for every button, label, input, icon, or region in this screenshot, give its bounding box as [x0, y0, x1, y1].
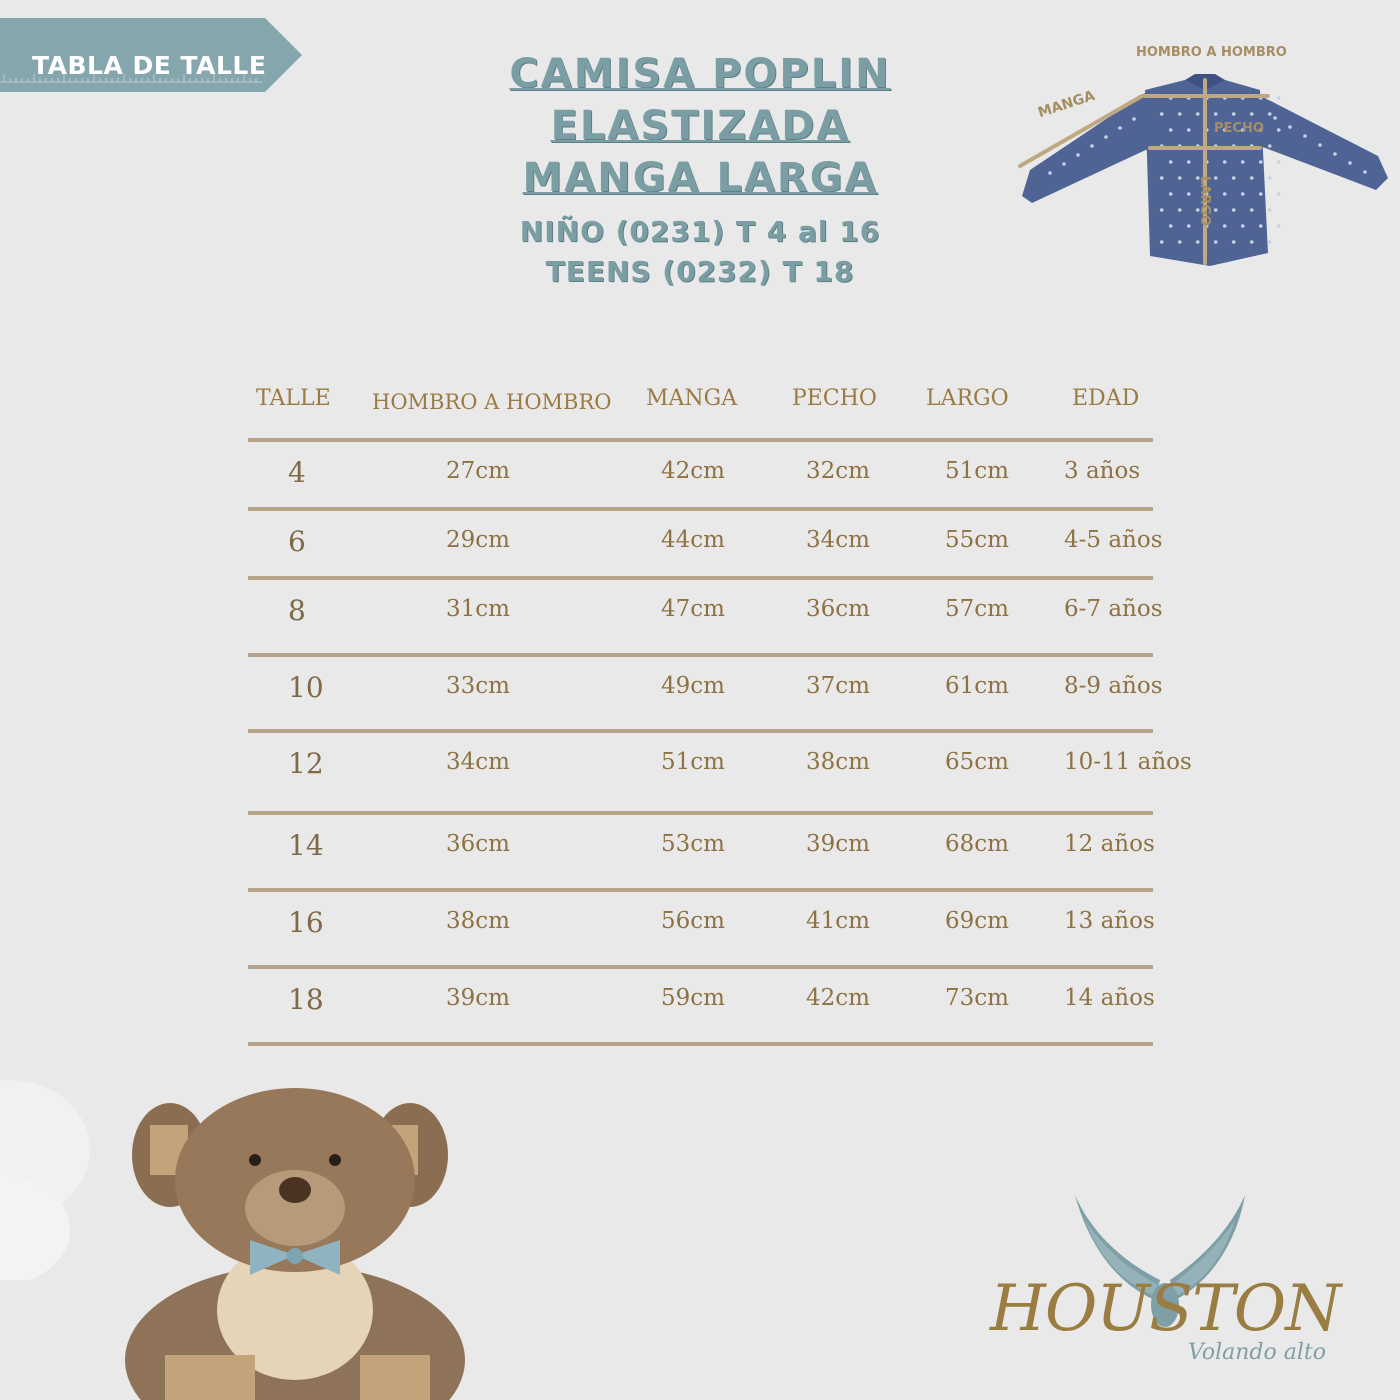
cell-edad: 4-5 años [1064, 527, 1163, 553]
cell-hombro: 31cm [446, 596, 510, 622]
cell-talle: 6 [288, 525, 306, 558]
col-header-talle: TALLE [256, 386, 331, 411]
cell-hombro: 33cm [446, 673, 510, 699]
col-header-pecho: PECHO [792, 386, 877, 411]
cell-manga: 53cm [661, 831, 725, 857]
table-divider [248, 438, 1153, 442]
cell-pecho: 37cm [806, 673, 870, 699]
cell-edad: 13 años [1064, 908, 1155, 934]
table-divider [248, 1042, 1153, 1046]
cell-pecho: 36cm [806, 596, 870, 622]
table-divider [248, 811, 1153, 815]
cell-manga: 56cm [661, 908, 725, 934]
cell-edad: 12 años [1064, 831, 1155, 857]
diagram-label-largo: LARGO [1197, 176, 1212, 227]
table-divider [248, 507, 1153, 511]
cell-hombro: 34cm [446, 749, 510, 775]
cell-pecho: 41cm [806, 908, 870, 934]
table-divider [248, 653, 1153, 657]
cell-hombro: 38cm [446, 908, 510, 934]
col-header-manga: MANGA [646, 386, 738, 411]
cell-largo: 57cm [945, 596, 1009, 622]
diagram-label-hombro: HOMBRO A HOMBRO [1136, 45, 1287, 60]
cell-hombro: 36cm [446, 831, 510, 857]
cell-hombro: 39cm [446, 985, 510, 1011]
cell-hombro: 27cm [446, 458, 510, 484]
cell-talle: 8 [288, 594, 306, 627]
title-line-2: ELASTIZADA [550, 103, 850, 149]
cell-pecho: 38cm [806, 749, 870, 775]
cell-edad: 8-9 años [1064, 673, 1163, 699]
col-header-hombro: HOMBRO A HOMBRO [372, 390, 612, 414]
table-divider [248, 888, 1153, 892]
cell-manga: 44cm [661, 527, 725, 553]
cell-manga: 59cm [661, 985, 725, 1011]
table-divider [248, 965, 1153, 969]
size-table-header: TALLE HOMBRO A HOMBRO MANGA PECHO LARGO … [0, 386, 1400, 426]
cell-talle: 12 [288, 747, 324, 780]
brand-tagline: Volando alto [1188, 1340, 1326, 1365]
cell-pecho: 42cm [806, 985, 870, 1011]
cell-manga: 47cm [661, 596, 725, 622]
tag-label: TABLA DE TALLE [32, 51, 267, 80]
title-line-1: CAMISA POPLIN [509, 51, 891, 97]
cell-hombro: 29cm [446, 527, 510, 553]
diagram-label-pecho: PECHO [1214, 121, 1264, 136]
tag-shape [0, 18, 302, 92]
size-chart-tag: TABLA DE TALLE [0, 18, 302, 92]
cell-manga: 51cm [661, 749, 725, 775]
col-header-largo: LARGO [926, 386, 1009, 411]
cell-talle: 16 [288, 906, 324, 939]
subtitle-teens: TEENS (0232) T 18 [545, 255, 855, 288]
table-divider [248, 729, 1153, 733]
cell-talle: 14 [288, 829, 324, 862]
cell-largo: 55cm [945, 527, 1009, 553]
cell-talle: 18 [288, 983, 324, 1016]
cell-pecho: 34cm [806, 527, 870, 553]
cell-edad: 3 años [1064, 458, 1141, 484]
teddy-bear-icon [125, 1088, 465, 1400]
cell-talle: 4 [288, 456, 306, 489]
cell-largo: 69cm [945, 908, 1009, 934]
cell-largo: 65cm [945, 749, 1009, 775]
title-line-3: MANGA LARGA [522, 155, 878, 201]
cell-pecho: 39cm [806, 831, 870, 857]
cell-largo: 68cm [945, 831, 1009, 857]
cloud-icon [0, 1080, 90, 1280]
cell-edad: 6-7 años [1064, 596, 1163, 622]
cell-largo: 61cm [945, 673, 1009, 699]
eagle-wings-icon [1075, 1195, 1245, 1327]
cell-largo: 51cm [945, 458, 1009, 484]
cell-largo: 73cm [945, 985, 1009, 1011]
brand-logo: HOUSTON [990, 1272, 1341, 1346]
cell-manga: 42cm [661, 458, 725, 484]
cell-pecho: 32cm [806, 458, 870, 484]
cell-edad: 10-11 años [1064, 749, 1192, 775]
shirt-measurement-icon [1018, 74, 1388, 266]
cell-edad: 14 años [1064, 985, 1155, 1011]
cell-manga: 49cm [661, 673, 725, 699]
table-divider [248, 576, 1153, 580]
col-header-edad: EDAD [1072, 386, 1140, 411]
product-title: CAMISA POPLIN ELASTIZADA MANGA LARGA NIÑ… [450, 48, 950, 292]
subtitle-nino: NIÑO (0231) T 4 al 16 [519, 215, 881, 248]
cell-talle: 10 [288, 671, 324, 704]
